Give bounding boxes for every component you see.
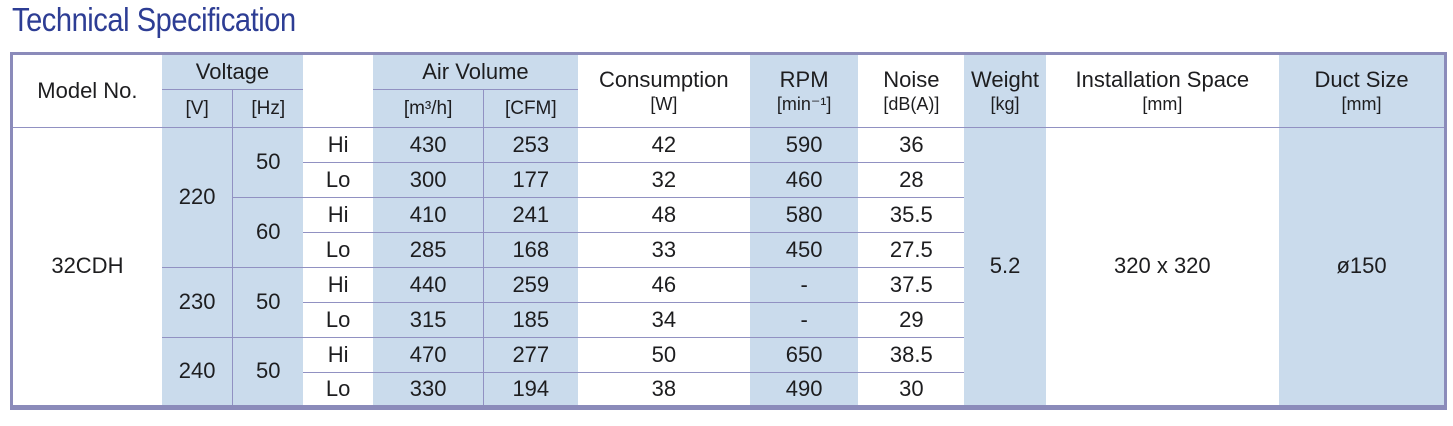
cell-consumption: 46 (577, 267, 750, 303)
cell-rpm: - (750, 302, 859, 338)
header-noise: Noise [dB(A)] (858, 53, 965, 128)
header-installation-label: Installation Space (1075, 67, 1250, 93)
cell-noise: 28 (858, 162, 965, 198)
header-airvolume-cfm: [CFM] (482, 89, 578, 128)
header-duct-label: Duct Size (1314, 67, 1409, 93)
header-installation-unit: [mm] (1142, 93, 1183, 114)
header-rpm-label: RPM (779, 67, 829, 93)
cell-noise: 36 (858, 127, 965, 163)
cell-rpm: 450 (750, 232, 859, 268)
cell-airvolume-cfm: 253 (482, 127, 578, 163)
cell-speed: Hi (303, 267, 374, 303)
cell-speed: Hi (303, 127, 374, 163)
table-row: Lo 285 168 33 450 27.5 (12, 232, 1446, 268)
header-airvolume-m3h: [m³/h] (373, 89, 484, 128)
cell-airvolume-cfm: 277 (482, 337, 578, 373)
table-row: 32CDH 220 50 Hi 430 253 42 590 36 5.2 32… (11, 127, 1446, 408)
cell-weight: 5.2 (964, 127, 1046, 408)
header-rpm: RPM [min⁻¹] (750, 53, 859, 128)
header-air-volume: Air Volume (373, 53, 578, 90)
table-row: 240 50 Hi 470 277 50 650 38.5 (12, 337, 1446, 408)
header-voltage-v: [V] (161, 89, 233, 128)
cell-duct-size: ø150 (1279, 127, 1446, 408)
cell-rpm: 490 (750, 372, 859, 408)
cell-airvolume-m3h: 315 (373, 302, 484, 338)
cell-airvolume-m3h: 470 (373, 337, 484, 373)
cell-airvolume-cfm: 185 (482, 302, 578, 338)
cell-rpm: 650 (750, 337, 859, 373)
cell-rpm: - (750, 267, 859, 303)
cell-speed: Hi (303, 337, 374, 373)
cell-airvolume-m3h: 440 (373, 267, 484, 303)
technical-specification-table: Model No. Voltage Air Volume Consumption… (10, 52, 1447, 410)
header-voltage: Voltage (161, 53, 304, 90)
cell-installation-space: 320 x 320 (1045, 127, 1280, 408)
cell-airvolume-cfm: 168 (482, 232, 578, 268)
header-voltage-hz: [Hz] (232, 89, 304, 128)
cell-speed: Lo (303, 232, 374, 268)
cell-voltage-v: 220 (161, 127, 233, 268)
cell-voltage-hz: 50 (232, 337, 304, 408)
cell-noise: 29 (858, 302, 965, 338)
cell-speed: Lo (303, 372, 374, 408)
header-noise-unit: [dB(A)] (883, 93, 940, 114)
cell-noise: 38.5 (858, 337, 965, 373)
header-weight: Weight [kg] (964, 53, 1046, 128)
cell-airvolume-cfm: 177 (482, 162, 578, 198)
table-body: 32CDH 220 50 Hi 430 253 42 590 36 5.2 32… (11, 127, 1446, 408)
cell-consumption: 42 (577, 127, 750, 163)
cell-airvolume-cfm: 241 (482, 197, 578, 233)
cell-voltage-hz: 60 (232, 197, 304, 268)
cell-consumption: 34 (577, 302, 750, 338)
table-row: Lo 315 185 34 - 29 (12, 302, 1446, 338)
cell-noise: 35.5 (858, 197, 965, 233)
header-installation-space: Installation Space [mm] (1045, 53, 1280, 128)
cell-rpm: 590 (750, 127, 859, 163)
cell-airvolume-m3h: 300 (373, 162, 484, 198)
header-consumption-unit: [W] (650, 93, 678, 114)
cell-airvolume-m3h: 410 (373, 197, 484, 233)
header-consumption: Consumption [W] (577, 53, 750, 128)
cell-consumption: 48 (577, 197, 750, 233)
header-duct-size: Duct Size [mm] (1279, 53, 1446, 128)
cell-model-no: 32CDH (11, 127, 162, 408)
cell-consumption: 33 (577, 232, 750, 268)
cell-airvolume-m3h: 330 (373, 372, 484, 408)
cell-consumption: 50 (577, 337, 750, 373)
header-consumption-label: Consumption (599, 67, 729, 93)
cell-voltage-hz: 50 (232, 127, 304, 198)
cell-airvolume-cfm: 259 (482, 267, 578, 303)
cell-voltage-v: 240 (161, 337, 233, 408)
header-rpm-unit: [min⁻¹] (776, 93, 832, 114)
page-title: Technical Specification (12, 1, 296, 38)
cell-speed: Lo (303, 302, 374, 338)
header-speed-blank (303, 53, 374, 128)
header-weight-unit: [kg] (990, 93, 1020, 114)
cell-noise: 37.5 (858, 267, 965, 303)
cell-voltage-hz: 50 (232, 267, 304, 338)
header-noise-label: Noise (883, 67, 940, 93)
cell-noise: 30 (858, 372, 965, 408)
table-row: Lo 300 177 32 460 28 (12, 162, 1446, 198)
header-model-no: Model No. (11, 53, 162, 128)
table-row: Lo 330 194 38 490 30 (12, 372, 1446, 408)
table-row: 230 50 Hi 440 259 46 - 37.5 (12, 267, 1446, 338)
cell-noise: 27.5 (858, 232, 965, 268)
cell-rpm: 460 (750, 162, 859, 198)
cell-airvolume-m3h: 285 (373, 232, 484, 268)
cell-consumption: 32 (577, 162, 750, 198)
cell-airvolume-m3h: 430 (373, 127, 484, 163)
cell-voltage-v: 230 (161, 267, 233, 338)
cell-speed: Lo (303, 162, 374, 198)
cell-rpm: 580 (750, 197, 859, 233)
cell-speed: Hi (303, 197, 374, 233)
header-weight-label: Weight (970, 67, 1040, 93)
cell-consumption: 38 (577, 372, 750, 408)
table-row: 60 Hi 410 241 48 580 35.5 (12, 197, 1446, 268)
cell-airvolume-cfm: 194 (482, 372, 578, 408)
table-header: Model No. Voltage Air Volume Consumption… (11, 53, 1446, 128)
header-duct-unit: [mm] (1341, 93, 1382, 114)
